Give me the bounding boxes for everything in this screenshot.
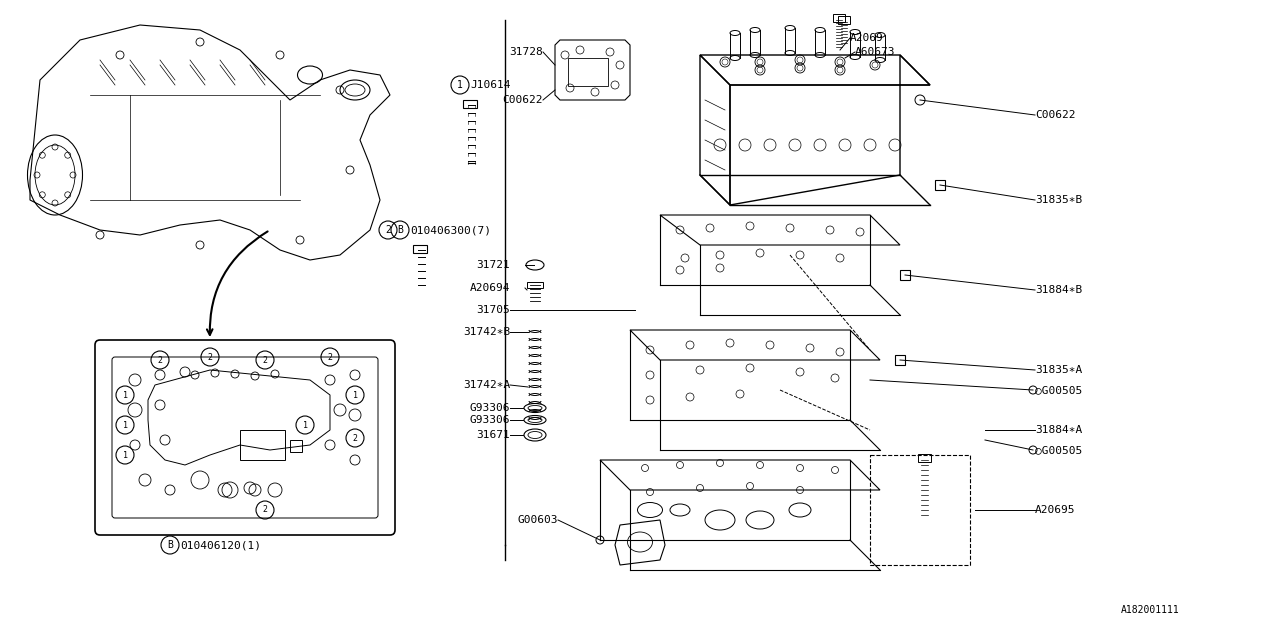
Text: 1: 1: [123, 451, 128, 460]
Text: 31742∗A: 31742∗A: [463, 380, 509, 390]
Text: A182001111: A182001111: [1121, 605, 1180, 615]
Text: A60673: A60673: [855, 47, 896, 57]
Text: 31705: 31705: [476, 305, 509, 315]
Text: C00622: C00622: [1036, 110, 1075, 120]
Text: ○G00505: ○G00505: [1036, 445, 1083, 455]
Text: G93306: G93306: [470, 403, 509, 413]
Text: 2: 2: [262, 506, 268, 515]
Text: 010406300(7): 010406300(7): [410, 225, 492, 235]
Bar: [413, 245, 428, 253]
Text: ○G00505: ○G00505: [1036, 385, 1083, 395]
Text: 31721: 31721: [476, 260, 509, 270]
Text: 31884∗B: 31884∗B: [1036, 285, 1083, 295]
Text: C00622: C00622: [503, 95, 543, 105]
Text: G00603: G00603: [517, 515, 558, 525]
Text: 010406120(1): 010406120(1): [180, 540, 261, 550]
Bar: [895, 355, 905, 365]
Text: 1: 1: [457, 80, 463, 90]
Text: A2069: A2069: [850, 33, 883, 43]
Text: A20694: A20694: [470, 283, 509, 293]
Bar: [568, 58, 608, 86]
Bar: [291, 440, 302, 452]
Text: 31671: 31671: [476, 430, 509, 440]
Text: J10614: J10614: [470, 80, 511, 90]
Text: 2: 2: [352, 433, 357, 442]
Text: B: B: [168, 540, 173, 550]
Text: 1: 1: [123, 420, 128, 429]
Bar: [918, 454, 931, 462]
Text: 31884∗A: 31884∗A: [1036, 425, 1083, 435]
Text: 31728: 31728: [509, 47, 543, 57]
Text: B: B: [397, 225, 403, 235]
Text: A20695: A20695: [1036, 505, 1075, 515]
Bar: [833, 14, 845, 22]
Text: 31742∗B: 31742∗B: [463, 327, 509, 337]
Text: 2: 2: [207, 353, 212, 362]
Text: 2: 2: [385, 225, 390, 235]
Text: 2: 2: [328, 353, 333, 362]
Bar: [241, 430, 285, 460]
Text: 1: 1: [302, 420, 307, 429]
Text: 31835∗B: 31835∗B: [1036, 195, 1083, 205]
Text: 1: 1: [123, 390, 128, 399]
Text: 2: 2: [157, 355, 163, 365]
Bar: [870, 455, 970, 565]
Bar: [838, 16, 850, 24]
Text: 31835∗A: 31835∗A: [1036, 365, 1083, 375]
Text: 1: 1: [352, 390, 357, 399]
Bar: [527, 282, 543, 288]
Text: 2: 2: [262, 355, 268, 365]
Text: G93306: G93306: [470, 415, 509, 425]
Bar: [900, 270, 910, 280]
Bar: [463, 100, 477, 108]
Bar: [934, 180, 945, 190]
